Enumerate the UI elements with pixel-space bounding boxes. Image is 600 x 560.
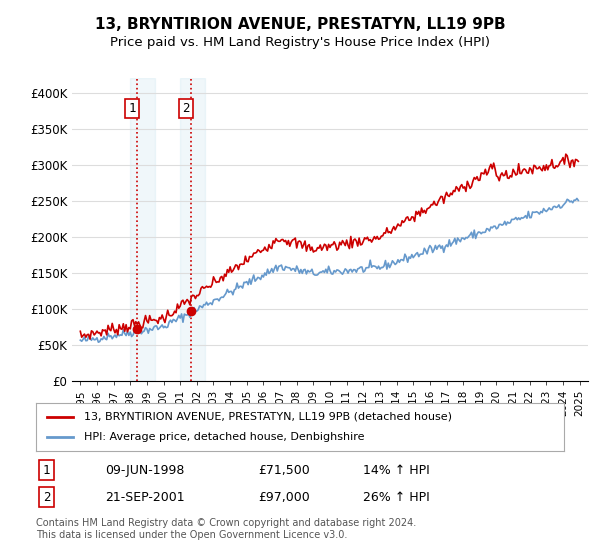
Text: 26% ↑ HPI: 26% ↑ HPI [364,491,430,503]
Text: 09-JUN-1998: 09-JUN-1998 [104,464,184,477]
Text: HPI: Average price, detached house, Denbighshire: HPI: Average price, detached house, Denb… [83,432,364,442]
Text: Contains HM Land Registry data © Crown copyright and database right 2024.
This d: Contains HM Land Registry data © Crown c… [36,518,416,540]
Text: 2: 2 [43,491,50,503]
Text: £97,000: £97,000 [258,491,310,503]
Text: 2: 2 [182,102,190,115]
Text: 1: 1 [43,464,50,477]
Text: 13, BRYNTIRION AVENUE, PRESTATYN, LL19 9PB: 13, BRYNTIRION AVENUE, PRESTATYN, LL19 9… [95,17,505,32]
Text: 14% ↑ HPI: 14% ↑ HPI [364,464,430,477]
Bar [130,78,155,381]
Bar [180,78,205,381]
Text: 1: 1 [128,102,136,115]
Text: 13, BRYNTIRION AVENUE, PRESTATYN, LL19 9PB (detached house): 13, BRYNTIRION AVENUE, PRESTATYN, LL19 9… [83,412,452,422]
Text: 21-SEP-2001: 21-SEP-2001 [104,491,184,503]
Text: Price paid vs. HM Land Registry's House Price Index (HPI): Price paid vs. HM Land Registry's House … [110,36,490,49]
Text: £71,500: £71,500 [258,464,310,477]
